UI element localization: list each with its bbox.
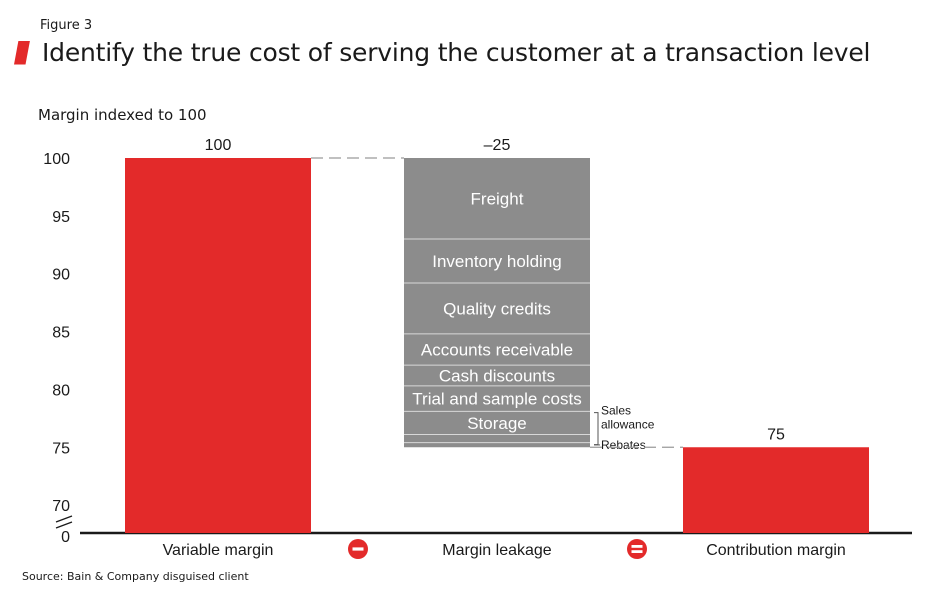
equals-icon-bar	[631, 545, 643, 548]
x-category-label: Variable margin	[163, 542, 274, 559]
leakage-segment-label: Accounts receivable	[421, 340, 573, 359]
title-accent-mark	[14, 40, 30, 65]
x-category-label: Margin leakage	[442, 542, 552, 559]
y-tick-label: 70	[52, 498, 70, 515]
figure-label: Figure 3	[40, 18, 93, 33]
y-tick-label: 100	[43, 151, 70, 168]
callout-label-rebates: Rebates	[601, 438, 646, 452]
leakage-segment-label: Quality credits	[443, 299, 551, 318]
title-row: Identify the true cost of serving the cu…	[14, 38, 870, 67]
leakage-segment	[404, 238, 590, 283]
y-axis-label: Margin indexed to 100	[38, 106, 207, 124]
x-category-label: Contribution margin	[706, 542, 846, 559]
callout-label-allowance: allowance	[601, 418, 655, 432]
axis-break-mark	[55, 521, 73, 529]
leakage-segment-label: Storage	[467, 414, 527, 433]
y-tick-label-baseline: 0	[61, 529, 70, 546]
leakage-segment	[404, 385, 590, 412]
leakage-segment-label: Trial and sample costs	[412, 390, 581, 409]
source-note: Source: Bain & Company disguised client	[22, 570, 249, 583]
callout-label-sales: Sales	[601, 404, 631, 418]
leakage-segment	[404, 282, 590, 334]
y-tick-label: 90	[52, 267, 70, 284]
leakage-segment	[404, 442, 590, 448]
leakage-segment	[404, 365, 590, 386]
leakage-segment-label: Cash discounts	[439, 367, 555, 386]
y-tick-label: 95	[52, 209, 70, 226]
leakage-segment-label: Inventory holding	[432, 252, 561, 271]
bar-variable-margin	[125, 158, 311, 533]
y-tick-label: 80	[52, 382, 70, 399]
leakage-segment-label: Freight	[471, 189, 524, 208]
bar-contribution-margin	[683, 447, 869, 533]
y-tick-label: 75	[52, 440, 70, 457]
minus-icon-bar	[352, 547, 364, 551]
equals-icon	[627, 539, 647, 559]
equals-icon-bar	[631, 550, 643, 553]
chart-title: Identify the true cost of serving the cu…	[42, 38, 871, 67]
data-label-contribution-margin: 75	[767, 426, 785, 443]
axis-break-mark	[55, 515, 73, 523]
leakage-segment	[404, 411, 590, 435]
leakage-segment	[404, 333, 590, 366]
y-tick-label: 85	[52, 325, 70, 342]
callout-bracket-sales-allowance	[594, 412, 599, 446]
leakage-segment	[404, 158, 590, 239]
leakage-segment	[404, 434, 590, 443]
data-label-margin-leakage: –25	[484, 137, 511, 154]
data-label-variable-margin: 100	[205, 137, 232, 154]
